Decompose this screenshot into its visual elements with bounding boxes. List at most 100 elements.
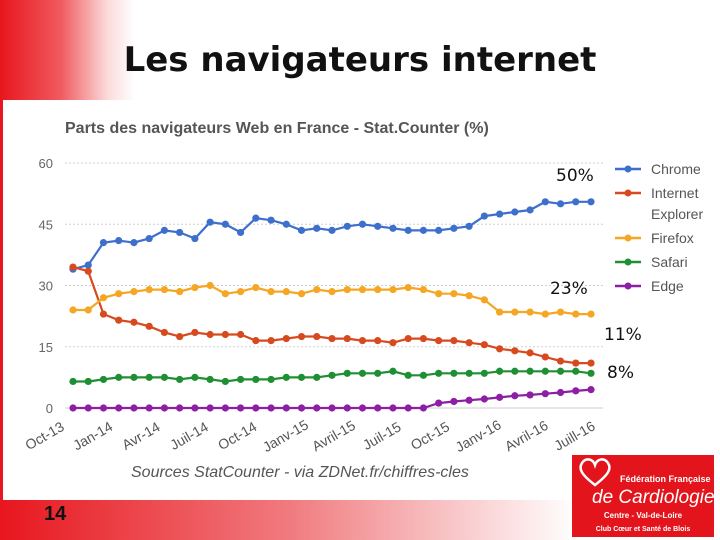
data-point [419, 285, 428, 294]
data-point [374, 222, 382, 230]
x-tick-label: Oct-15 [408, 418, 453, 453]
data-point [176, 288, 184, 296]
data-point [374, 369, 382, 377]
data-point [176, 375, 184, 384]
data-point [435, 226, 443, 234]
data-point [282, 404, 290, 412]
data-point [419, 226, 428, 234]
data-point [282, 334, 290, 343]
data-point [160, 285, 169, 294]
data-point [328, 288, 336, 296]
data-point [404, 283, 412, 292]
data-point [267, 216, 275, 224]
data-point [435, 399, 443, 407]
legend-label: Internet [651, 185, 699, 201]
data-point [480, 395, 488, 403]
y-tick-label: 0 [46, 401, 53, 416]
data-point [465, 222, 473, 230]
data-point [343, 404, 351, 412]
data-point [84, 404, 92, 412]
data-point [236, 330, 245, 339]
data-point [450, 369, 458, 377]
data-point [526, 367, 534, 375]
data-point [404, 226, 412, 234]
x-tick-label: Avril-16 [502, 417, 551, 455]
x-tick-label: Jan-14 [70, 418, 115, 453]
data-point [526, 308, 534, 316]
end-annotation: 50% [556, 166, 594, 186]
data-point [69, 263, 77, 271]
data-point [252, 214, 260, 222]
data-point [176, 404, 184, 412]
data-point [511, 208, 519, 216]
data-point [267, 404, 275, 412]
chart-panel: Parts des navigateurs Web en France - St… [3, 100, 719, 500]
data-point [130, 239, 138, 247]
data-point [252, 337, 260, 345]
data-point [358, 369, 367, 377]
data-point [572, 359, 580, 367]
data-point [115, 373, 123, 381]
data-point [526, 349, 534, 357]
data-point [267, 288, 275, 296]
data-point [556, 357, 565, 365]
data-point [297, 404, 306, 412]
data-point [389, 224, 397, 232]
data-point [572, 198, 580, 206]
data-point [252, 404, 260, 412]
data-point [69, 306, 77, 314]
data-point [465, 292, 473, 300]
data-point [465, 369, 473, 377]
data-point [160, 404, 169, 412]
data-point [236, 228, 245, 237]
data-point [572, 387, 580, 395]
y-tick-label: 30 [39, 279, 53, 294]
legend-label: Explorer [651, 206, 703, 222]
data-point [495, 367, 504, 375]
data-point [160, 328, 169, 337]
data-point [556, 388, 565, 397]
data-point [587, 359, 595, 367]
data-point [282, 288, 290, 296]
data-point [252, 283, 260, 292]
data-point [328, 226, 336, 234]
data-point [511, 367, 519, 375]
data-point [145, 234, 153, 243]
data-point [313, 224, 321, 232]
data-point [419, 334, 428, 343]
data-point [236, 375, 245, 384]
data-point [541, 367, 549, 375]
data-point [84, 267, 92, 275]
data-point [495, 210, 504, 218]
data-point [99, 239, 108, 247]
data-point [267, 375, 275, 384]
data-point [587, 198, 595, 206]
data-point [480, 296, 488, 304]
data-point [435, 337, 443, 345]
data-point [297, 226, 306, 234]
data-point [115, 290, 123, 298]
data-point [221, 290, 229, 298]
data-point [435, 369, 443, 377]
x-tick-label: Oct-14 [215, 418, 260, 453]
data-point [160, 373, 169, 381]
data-point [236, 404, 245, 412]
data-point [313, 404, 321, 412]
x-tick-label: Avr-14 [119, 418, 163, 452]
data-point [587, 369, 595, 377]
data-point [206, 281, 214, 290]
data-point [84, 377, 92, 386]
data-point [526, 391, 534, 399]
data-point [419, 404, 428, 412]
slide-title: Les navigateurs internet [123, 40, 597, 80]
data-point [556, 367, 565, 375]
logo-line-4: Club Cœur et Santé de Blois [595, 526, 691, 533]
legend-swatch-point [624, 165, 632, 173]
x-tick-label: Juil-14 [167, 418, 211, 453]
data-point [267, 337, 275, 345]
data-point [389, 404, 397, 412]
end-annotation: 8% [607, 363, 634, 383]
data-point [328, 371, 336, 379]
data-point [130, 373, 138, 381]
data-point [480, 212, 488, 220]
